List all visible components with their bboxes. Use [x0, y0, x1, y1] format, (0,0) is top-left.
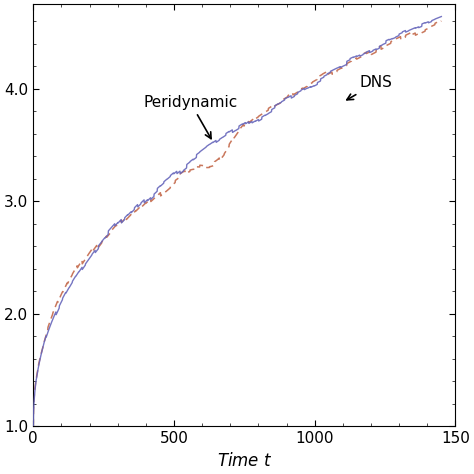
- Text: Peridynamic: Peridynamic: [143, 95, 237, 138]
- Text: DNS: DNS: [347, 75, 392, 100]
- X-axis label: Time $t$: Time $t$: [217, 452, 272, 470]
